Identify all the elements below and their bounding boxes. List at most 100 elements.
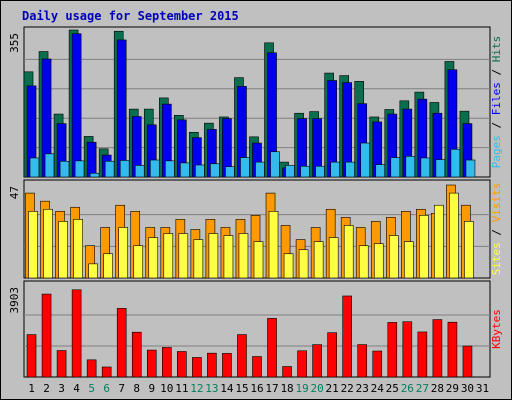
bar-pages-day-13 [210, 163, 220, 178]
side-legend-part: / [490, 222, 503, 242]
bar-sites-day-18 [283, 253, 294, 279]
x-tick-label: 21 [326, 382, 339, 395]
bar-sites-day-21 [328, 237, 339, 279]
bar-pages-day-23 [360, 142, 371, 178]
bar-pages-day-3 [59, 160, 70, 178]
bar-kbytes-day-1 [26, 334, 37, 378]
panel-bottom: 3903 KBytes [8, 280, 503, 378]
bar-kbytes-day-4 [71, 289, 82, 378]
bar-sites-day-16 [253, 241, 264, 279]
bar-pages-day-26 [405, 155, 416, 178]
x-tick-label: 23 [356, 382, 369, 395]
bar-pages-day-22 [345, 161, 355, 178]
bar-sites-day-20 [313, 241, 324, 279]
bar-pages-day-9 [149, 159, 160, 178]
bar-pages-day-21 [330, 161, 340, 178]
x-tick-label: 25 [386, 382, 399, 395]
bar-pages-day-24 [375, 164, 386, 178]
bar-kbytes-day-17 [267, 318, 277, 378]
bar-pages-day-18 [285, 165, 295, 178]
x-tick-label: 24 [371, 382, 385, 395]
bar-files-day-7 [116, 39, 127, 178]
side-legend-part: / [490, 62, 503, 82]
bar-pages-day-6 [104, 160, 115, 178]
bar-kbytes-day-10 [162, 347, 172, 378]
bar-pages-day-15 [240, 157, 250, 178]
chart-panels: 355 Pages / Files / Hits 47 Sites / Visits 3… [8, 26, 503, 378]
x-tick-label: 13 [205, 382, 218, 395]
bar-kbytes-day-3 [56, 350, 67, 378]
x-tick-label: 18 [280, 382, 293, 395]
bar-pages-day-27 [420, 157, 431, 178]
bar-sites-day-5 [88, 263, 98, 279]
bar-pages-day-11 [180, 162, 190, 178]
bar-kbytes-day-2 [41, 293, 52, 378]
bar-kbytes-day-6 [101, 366, 112, 378]
bar-kbytes-day-20 [312, 344, 322, 378]
side-legend-part: KBytes [490, 309, 503, 349]
x-tick-label: 8 [133, 382, 140, 395]
bar-sites-day-19 [298, 249, 309, 279]
y-max-label: 47 [8, 186, 21, 199]
side-legend-part: Hits [490, 36, 503, 63]
bar-pages-day-12 [195, 164, 205, 178]
bar-kbytes-day-23 [357, 344, 368, 378]
bar-sites-day-9 [148, 237, 159, 279]
x-tick-label: 29 [446, 382, 459, 395]
bar-kbytes-day-18 [282, 366, 292, 378]
bar-pages-day-17 [270, 151, 280, 178]
bar-sites-day-2 [43, 208, 53, 279]
x-tick-label: 22 [341, 382, 354, 395]
bar-sites-day-29 [449, 192, 459, 279]
bar-kbytes-day-5 [86, 359, 97, 378]
bar-pages-day-10 [165, 160, 175, 178]
x-tick-label: 2 [43, 382, 50, 395]
bar-kbytes-day-22 [342, 295, 352, 378]
bar-pages-day-29 [450, 148, 461, 178]
bar-sites-day-11 [178, 233, 189, 279]
side-legend-middle: Sites / Visits [490, 183, 503, 276]
y-max-label: 355 [8, 33, 21, 53]
x-tick-label: 12 [190, 382, 203, 395]
bar-kbytes-day-7 [116, 308, 127, 378]
x-tick-label: 11 [175, 382, 188, 395]
bar-sites-day-27 [419, 215, 429, 279]
x-tick-label: 30 [461, 382, 474, 395]
bar-kbytes-day-13 [207, 352, 217, 378]
bar-sites-day-12 [193, 239, 204, 279]
bar-kbytes-day-16 [252, 356, 262, 378]
x-tick-label: 20 [311, 382, 324, 395]
side-legend-part: Pages [490, 135, 503, 168]
bar-files-day-4 [71, 33, 82, 178]
y-max-label: 3903 [8, 287, 21, 314]
side-legend-part: Files [490, 82, 503, 115]
bar-sites-day-14 [223, 235, 234, 279]
x-tick-label: 6 [103, 382, 110, 395]
bar-sites-day-3 [58, 221, 68, 279]
bar-pages-day-20 [315, 165, 325, 178]
panel-top: 355 Pages / Files / Hits [8, 26, 503, 178]
x-tick-label: 17 [265, 382, 278, 395]
x-tick-label: 7 [118, 382, 125, 395]
bar-pages-day-28 [435, 159, 446, 178]
x-tick-label: 27 [416, 382, 429, 395]
x-tick-label: 1 [28, 382, 35, 395]
bar-sites-day-13 [208, 233, 219, 279]
bar-pages-day-16 [255, 161, 265, 178]
bar-kbytes-day-30 [462, 345, 473, 378]
side-legend-part: / [490, 115, 503, 135]
bar-sites-day-24 [373, 243, 384, 279]
bar-pages-day-25 [390, 157, 401, 178]
bar-pages-day-7 [119, 160, 130, 178]
bar-sites-day-10 [163, 233, 174, 279]
bar-kbytes-day-29 [447, 321, 458, 378]
x-tick-label: 28 [431, 382, 444, 395]
bar-kbytes-day-12 [192, 357, 202, 378]
panel-middle: 47 Sites / Visits [8, 179, 503, 279]
bar-sites-day-17 [268, 210, 279, 279]
bar-pages-day-19 [300, 165, 310, 178]
x-tick-label: 9 [148, 382, 155, 395]
x-tick-label: 26 [401, 382, 414, 395]
